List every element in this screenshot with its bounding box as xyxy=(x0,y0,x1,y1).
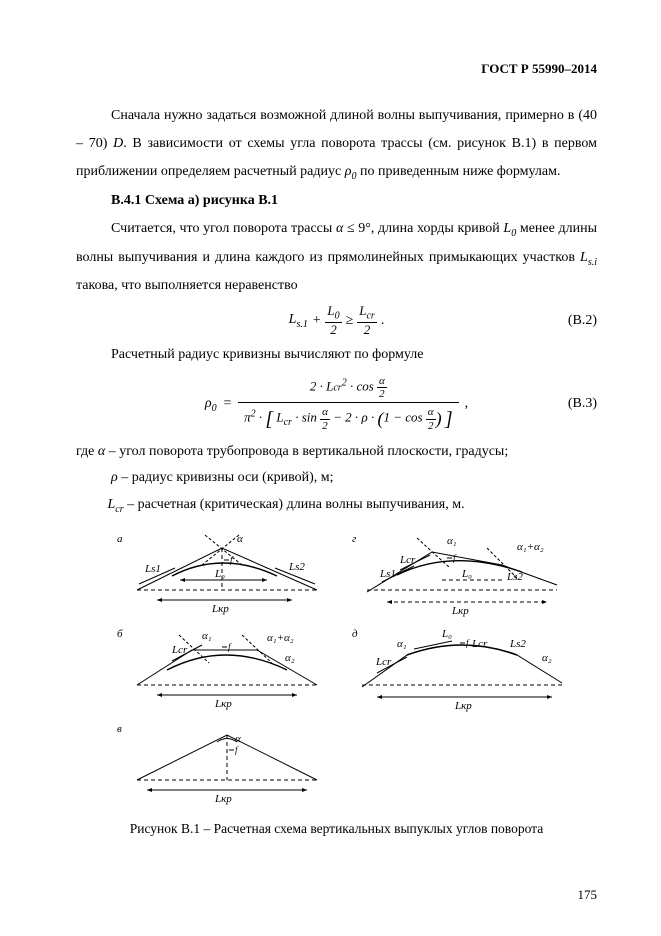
svg-text:Ls2: Ls2 xyxy=(288,561,305,573)
svg-text:Ls1: Ls1 xyxy=(144,563,161,575)
svg-text:α₁: α₁ xyxy=(397,638,407,650)
svg-text:Ls2: Ls2 xyxy=(506,571,523,583)
text: Считается, что угол поворота трассы xyxy=(111,221,336,236)
svg-text:α₁+α₂: α₁+α₂ xyxy=(267,632,294,644)
svg-text:Lкр: Lкр xyxy=(211,603,229,615)
svg-text:α₁+α₂: α₁+α₂ xyxy=(517,541,544,553)
svg-text:f: f xyxy=(466,638,470,648)
def-Lcr: Lcr – расчетная (критическая) длина волн… xyxy=(76,492,597,519)
svg-text:Lcr: Lcr xyxy=(399,554,416,566)
definitions: где α – угол поворота трубопровода в вер… xyxy=(76,439,597,519)
symbol-D: D xyxy=(113,136,123,151)
svg-text:f: f xyxy=(235,745,239,755)
svg-text:Lкр: Lкр xyxy=(454,700,472,712)
symbol-rho0: ρ0 xyxy=(345,164,357,179)
def-alpha: где α – угол поворота трубопровода в вер… xyxy=(76,439,597,466)
page: ГОСТ Р 55990–2014 Сначала нужно задаться… xyxy=(0,0,661,936)
svg-text:α₂: α₂ xyxy=(285,652,295,664)
equation-b3: ρ0 = 2 · Lcr2 · cos α2 π2 · [ Lcr · sin … xyxy=(76,373,597,434)
eq-number: (В.2) xyxy=(568,307,597,335)
doc-header: ГОСТ Р 55990–2014 xyxy=(76,56,597,82)
svg-text:Lcr: Lcr xyxy=(471,638,488,650)
svg-text:α₂: α₂ xyxy=(542,652,552,664)
equation-b2: Ls.1 + L02 ≥ Lcr2 . (В.2) xyxy=(76,304,597,337)
svg-text:Lcr: Lcr xyxy=(171,644,188,656)
svg-text:L₀: L₀ xyxy=(441,628,452,640)
svg-text:α: α xyxy=(237,533,243,545)
svg-text:г: г xyxy=(352,533,357,545)
svg-text:Lкр: Lкр xyxy=(451,605,469,617)
paragraph-1: Сначала нужно задаться возможной длиной … xyxy=(76,102,597,187)
text: ≤ 9°, длина хорды кривой xyxy=(343,221,503,236)
figure-b1: а α L₀ Lкр Ls1 Ls2 f xyxy=(107,525,567,805)
svg-text:Lкр: Lкр xyxy=(214,698,232,710)
def-rho: ρ – радиус кривизны оси (кривой), м; xyxy=(76,465,597,492)
text: по приведенным ниже формулам. xyxy=(356,164,560,179)
heading-b41: В.4.1 Схема а) рисунка В.1 xyxy=(76,187,597,215)
svg-text:Lкр: Lкр xyxy=(214,793,232,805)
svg-text:α₁: α₁ xyxy=(447,535,457,547)
text: такова, что выполняется неравенство xyxy=(76,278,298,293)
svg-text:Lcr: Lcr xyxy=(375,656,392,668)
svg-text:б: б xyxy=(117,628,123,640)
figure-caption: Рисунок В.1 – Расчетная схема вертикальн… xyxy=(76,815,597,842)
svg-text:Ls1: Ls1 xyxy=(379,568,396,580)
svg-text:а: а xyxy=(117,533,123,545)
svg-text:α₁: α₁ xyxy=(202,630,212,642)
svg-text:L₀: L₀ xyxy=(214,568,225,580)
svg-text:Ls2: Ls2 xyxy=(509,638,526,650)
paragraph-2: Считается, что угол поворота трассы α ≤ … xyxy=(76,215,597,301)
svg-text:в: в xyxy=(117,723,122,735)
symbol-L0: L0 xyxy=(503,221,516,236)
svg-text:α: α xyxy=(235,733,241,745)
svg-text:L₀: L₀ xyxy=(461,568,472,580)
svg-text:f: f xyxy=(453,553,457,563)
paragraph-3: Расчетный радиус кривизны вычисляют по ф… xyxy=(76,341,597,369)
page-number: 175 xyxy=(578,882,598,908)
eq-number: (В.3) xyxy=(568,390,597,418)
symbol-Lsi: Ls.i xyxy=(580,250,597,265)
svg-text:д: д xyxy=(352,628,358,640)
